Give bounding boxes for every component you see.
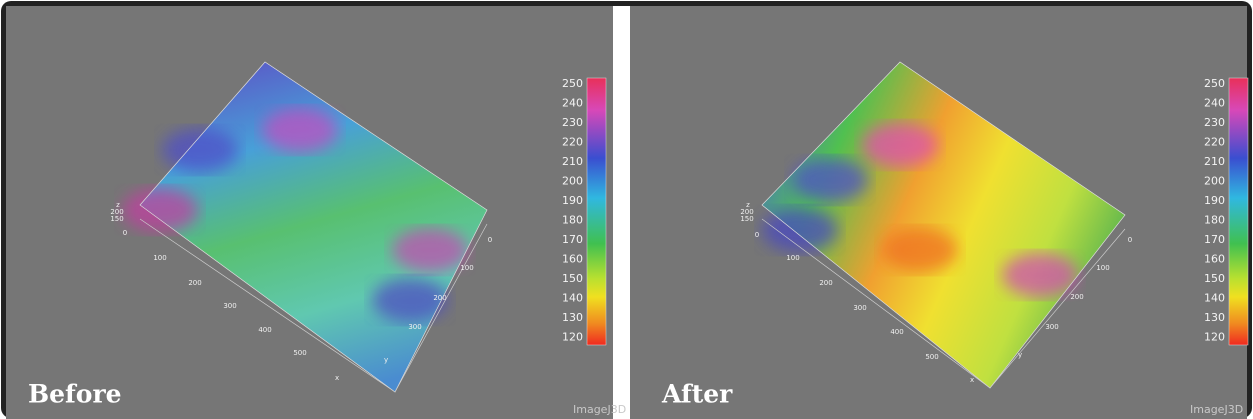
colorbar-tick-label: 190 <box>562 194 583 207</box>
colorbar-tick-label: 250 <box>1204 77 1225 90</box>
x-tick-label: 500 <box>925 353 938 361</box>
y-tick-label: 0 <box>488 236 492 244</box>
colorbar-tick-label: 230 <box>1204 116 1225 129</box>
y-axis-label: y <box>384 356 388 364</box>
surface-patch <box>262 108 338 152</box>
colorbar-tick-label: 210 <box>562 155 583 168</box>
x-tick-label: 200 <box>819 279 832 287</box>
colorbar-tick-label: 220 <box>1204 136 1225 149</box>
panel-label: Before <box>28 380 122 409</box>
colorbar-tick-label: 200 <box>1204 175 1225 188</box>
x-tick-label: 300 <box>853 304 866 312</box>
colorbar <box>1228 77 1249 346</box>
surface-box <box>761 61 1126 389</box>
surface-patch <box>882 228 958 272</box>
y-tick-label: 200 <box>433 294 446 302</box>
panel-label: After <box>661 380 733 409</box>
z-tick-label: 150 <box>740 215 753 223</box>
surface-patch <box>372 278 448 322</box>
colorbar-tick-label: 200 <box>562 175 583 188</box>
colorbar <box>586 77 607 346</box>
colorbar-tick-label: 170 <box>1204 233 1225 246</box>
surface-patch <box>792 158 868 202</box>
y-tick-label: 300 <box>408 323 421 331</box>
x-axis-label: x <box>970 376 974 384</box>
surface-box <box>761 218 1126 389</box>
z-tick-label: 150 <box>110 215 123 223</box>
x-tick-label: 300 <box>223 302 236 310</box>
colorbar-tick-label: 230 <box>562 116 583 129</box>
surface-box <box>139 218 488 393</box>
colorbar-tick-label: 220 <box>562 136 583 149</box>
surface-patch <box>162 128 238 172</box>
colorbar-tick-label: 120 <box>1204 331 1225 344</box>
colorbar-tick-label: 150 <box>562 272 583 285</box>
colorbar-tick-label: 120 <box>562 331 583 344</box>
y-tick-label: 100 <box>460 264 473 272</box>
colorbar-tick-label: 240 <box>562 97 583 110</box>
z-tick-label: 200 <box>740 208 753 216</box>
x-tick-label: 400 <box>258 326 271 334</box>
z-tick-label: 0 <box>123 229 127 237</box>
colorbar-tick-label: 170 <box>562 233 583 246</box>
watermark: ImageJ3D <box>1190 403 1243 416</box>
colorbar-tick-label: 210 <box>1204 155 1225 168</box>
divider <box>613 6 630 419</box>
z-tick-label: 200 <box>110 208 123 216</box>
surface-box <box>139 61 488 393</box>
surface-patch <box>762 208 838 252</box>
colorbar-tick-label: 130 <box>1204 311 1225 324</box>
colorbar-tick-label: 150 <box>1204 272 1225 285</box>
x-tick-label: 500 <box>293 349 306 357</box>
colorbar-tick-label: 250 <box>562 77 583 90</box>
y-tick-label: 0 <box>1128 236 1132 244</box>
z-tick-label: 0 <box>755 231 759 239</box>
x-axis-label: x <box>335 374 339 382</box>
x-tick-label: 200 <box>188 279 201 287</box>
y-tick-label: 300 <box>1045 323 1058 331</box>
colorbar-tick-label: 130 <box>562 311 583 324</box>
colorbar-tick-label: 190 <box>1204 194 1225 207</box>
colorbar-tick-label: 240 <box>1204 97 1225 110</box>
watermark: ImageJ3D <box>573 403 626 416</box>
surface-patch <box>392 228 468 272</box>
z-tick-label: z <box>746 201 750 209</box>
x-tick-label: 400 <box>890 328 903 336</box>
surface-patch <box>862 123 938 167</box>
x-tick-label: 100 <box>153 254 166 262</box>
y-tick-label: 100 <box>1096 264 1109 272</box>
surface-patch <box>1002 253 1078 297</box>
colorbar-tick-label: 140 <box>562 292 583 305</box>
colorbar-tick-label: 180 <box>1204 214 1225 227</box>
colorbar-tick-label: 140 <box>1204 292 1225 305</box>
surface-patch <box>122 188 198 232</box>
colorbar-tick-label: 160 <box>1204 253 1225 266</box>
surface <box>762 62 1125 388</box>
colorbar-tick-label: 180 <box>562 214 583 227</box>
x-tick-label: 100 <box>786 254 799 262</box>
y-tick-label: 200 <box>1070 293 1083 301</box>
colorbar-tick-label: 160 <box>562 253 583 266</box>
y-axis-label: y <box>1018 351 1022 359</box>
z-tick-label: z <box>116 201 120 209</box>
